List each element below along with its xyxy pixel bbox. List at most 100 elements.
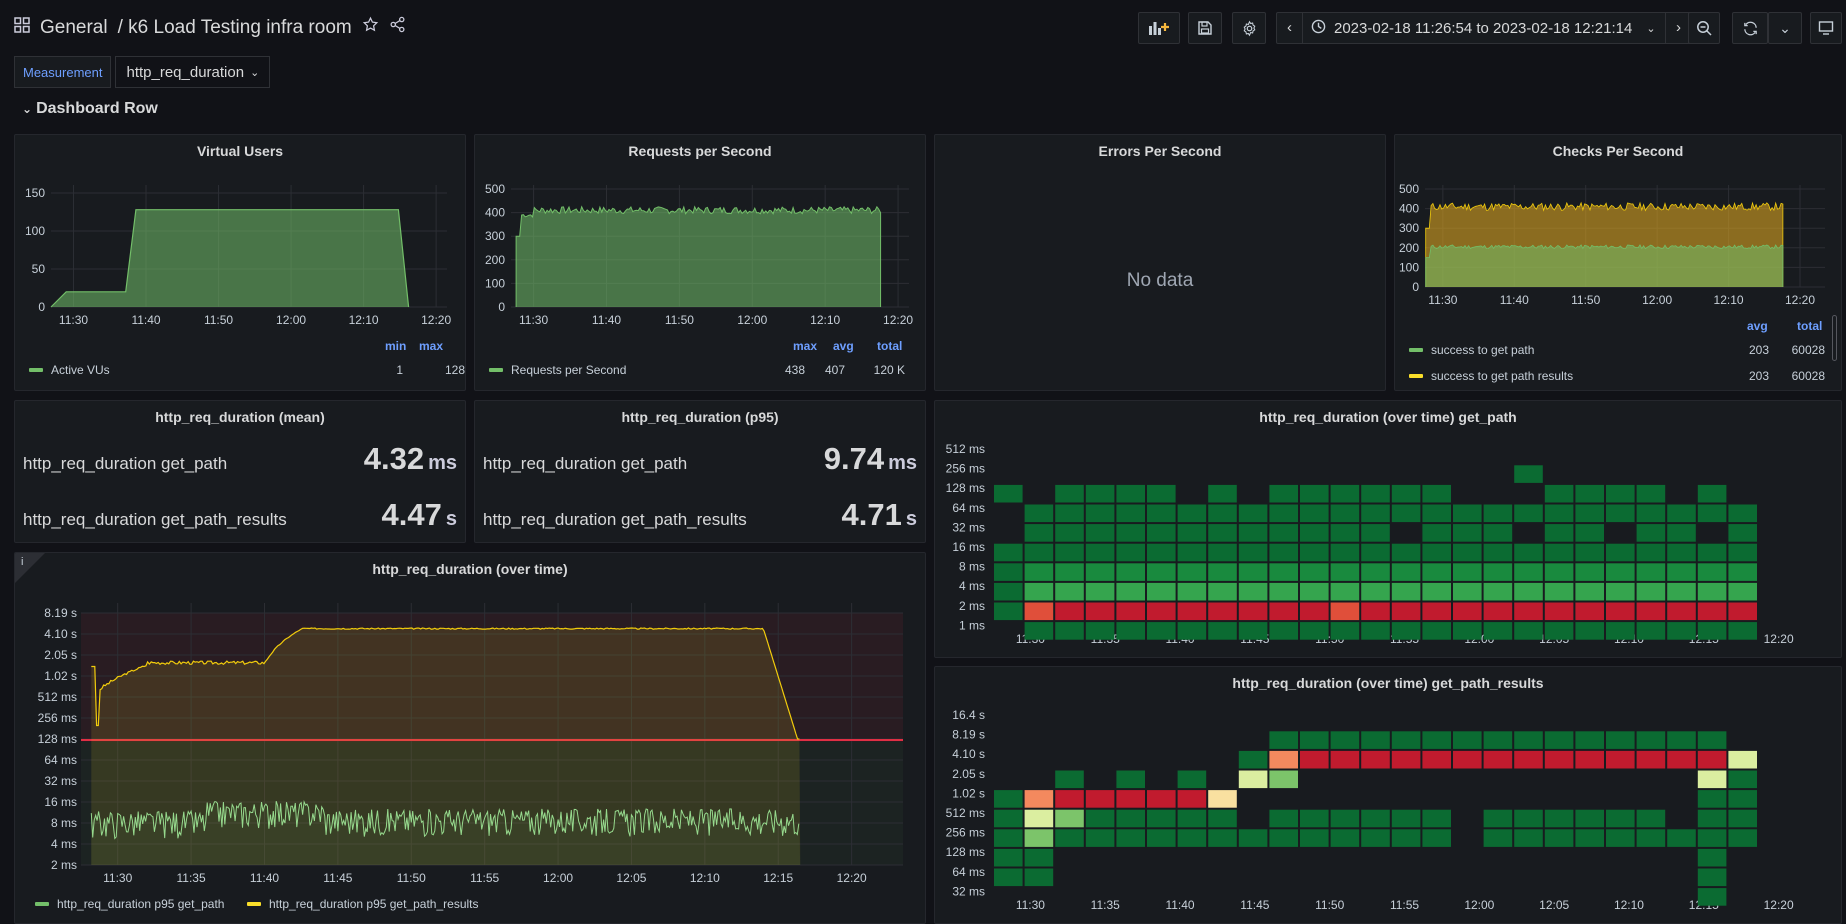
legend-scrollbar[interactable] (1832, 315, 1837, 361)
heatmap-cell (1667, 602, 1696, 621)
x-tick-label: 11:30 (59, 313, 88, 327)
heatmap-cell (1422, 524, 1451, 542)
panel-title[interactable]: Requests per Second (628, 143, 772, 159)
add-panel-button[interactable] (1138, 12, 1180, 44)
series-line-p95-get-path-results (91, 627, 800, 740)
heatmap-cell (1636, 563, 1666, 581)
x-tick-label: 12:15 (763, 871, 793, 885)
panel-title[interactable]: http_req_duration (p95) (621, 409, 779, 425)
chevron-down-icon: ⌄ (22, 102, 33, 116)
heatmap-cell (1116, 829, 1145, 847)
heatmap-cell (1116, 790, 1145, 808)
heatmap-cell (1483, 563, 1513, 581)
x-tick-label: 11:40 (131, 313, 160, 327)
panel-checks-per-second: Checks Per Second 500 400 300 200 100 0 11:30 1… (1394, 134, 1842, 391)
legend-label: Active VUs (51, 363, 110, 377)
heatmap-cell (1055, 582, 1084, 601)
y-tick-label: 64 ms (952, 865, 985, 879)
heatmap-cell (1697, 563, 1727, 581)
panel-title[interactable]: Checks Per Second (1552, 143, 1684, 159)
heatmap-cell (1667, 829, 1696, 847)
refresh-button[interactable] (1732, 12, 1768, 44)
time-picker[interactable]: ‹ 2023-02-18 11:26:54 to 2023-02-18 12:2… (1276, 12, 1692, 44)
heatmap-cell (1422, 829, 1451, 847)
heatmap-cell (1024, 524, 1054, 542)
dashboard-settings-button[interactable] (1232, 12, 1266, 44)
panel-title[interactable]: http_req_duration (mean) (155, 409, 325, 425)
y-tick-label: 64 ms (44, 753, 77, 767)
heatmap-cell (1606, 563, 1635, 581)
heatmap-cell (1391, 484, 1421, 503)
stat-row: http_req_duration get_path 9.74 ms (483, 441, 917, 477)
legend-swatch (1409, 348, 1423, 352)
panel-title[interactable]: http_req_duration (over time) (372, 561, 568, 577)
folder-link[interactable]: General (40, 16, 108, 38)
panel-title[interactable]: Virtual Users (196, 143, 284, 159)
heatmap-cell (1055, 484, 1084, 503)
heatmap-cell (1269, 484, 1298, 503)
stat-name: http_req_duration get_path_results (483, 510, 747, 529)
star-icon[interactable] (362, 16, 379, 39)
x-tick-label: 11:40 (592, 313, 621, 327)
heatmap-cell (1208, 602, 1237, 621)
dashboard-title[interactable]: / k6 Load Testing infra room (117, 16, 352, 38)
time-back-icon[interactable]: ‹ (1277, 13, 1303, 43)
template-variables: Measurement http_req_duration ⌄ (14, 56, 271, 88)
legend-item-p95-get-path[interactable]: http_req_duration p95 get_path (35, 897, 224, 911)
heatmap-cell (1208, 484, 1237, 503)
heatmap-cell (1544, 524, 1574, 542)
heatmap-cell (1085, 829, 1115, 847)
heatmap-cell (1147, 504, 1176, 523)
y-tick-label: 2 ms (51, 858, 77, 872)
info-icon[interactable]: i (21, 556, 24, 568)
heatmap-cell (1238, 504, 1268, 523)
heatmap-cell (1697, 504, 1727, 523)
panel-info-corner[interactable] (15, 553, 45, 583)
legend-item-p95-get-path-results[interactable]: http_req_duration p95 get_path_results (247, 897, 479, 911)
y-tick-label: 500 (1399, 182, 1419, 196)
x-tick-label: 11:50 (397, 871, 426, 885)
heatmap-cell (1208, 809, 1237, 828)
dashboard-row-header[interactable]: ⌄ Dashboard Row (22, 100, 158, 118)
heatmap-cell (1208, 790, 1237, 808)
save-dashboard-button[interactable] (1188, 12, 1222, 44)
chevron-down-icon[interactable]: ⌄ (1646, 22, 1656, 35)
heatmap-cell (1422, 731, 1451, 749)
heatmap-cell (1606, 750, 1635, 769)
legend-item-success-get-path-results[interactable]: success to get path results (1409, 369, 1573, 383)
variable-select[interactable]: http_req_duration ⌄ (115, 56, 271, 88)
time-range-label[interactable]: 2023-02-18 11:26:54 to 2023-02-18 12:21:… (1334, 19, 1633, 37)
heatmap-cell (1575, 622, 1604, 640)
panel-title[interactable]: Errors Per Second (1098, 143, 1222, 159)
heatmap-cell (1361, 809, 1390, 828)
tv-mode-button[interactable] (1810, 12, 1842, 44)
zoom-out-button[interactable] (1688, 12, 1720, 44)
heatmap-cell (1422, 602, 1451, 621)
heatmap-cell (1361, 750, 1390, 769)
share-icon[interactable] (389, 16, 406, 39)
dashboard-grid-icon[interactable] (14, 16, 30, 39)
refresh-interval-dropdown[interactable]: ⌄ (1768, 12, 1802, 44)
legend-item-success-get-path[interactable]: success to get path (1409, 343, 1534, 357)
heatmap-cell (1300, 524, 1329, 542)
heatmap-cell (1606, 484, 1635, 503)
y-tick-label: 4.10 s (952, 747, 985, 761)
heatmap-cell (1544, 504, 1574, 523)
variable-label: Measurement (14, 56, 112, 88)
heatmap-cell (1636, 582, 1666, 601)
heatmap-cell (1300, 484, 1329, 503)
heatmap-cell (994, 484, 1023, 503)
legend-swatch (29, 368, 43, 372)
heatmap-cell (1177, 622, 1207, 640)
legend-item-requests[interactable]: Requests per Second (489, 363, 626, 377)
heatmap-cell (1085, 563, 1115, 581)
panel-title[interactable]: http_req_duration (over time) get_path (1259, 409, 1517, 425)
heatmap-cell (1269, 622, 1298, 640)
panel-title[interactable]: http_req_duration (over time) get_path_r… (1232, 675, 1544, 691)
heatmap-cell (1361, 484, 1390, 503)
heatmap-cell (1024, 602, 1054, 621)
legend-item-active-vus[interactable]: Active VUs (29, 363, 110, 377)
heatmap-cell (1147, 524, 1176, 542)
heatmap-cell (1147, 790, 1176, 808)
time-forward-icon[interactable]: › (1665, 13, 1691, 43)
